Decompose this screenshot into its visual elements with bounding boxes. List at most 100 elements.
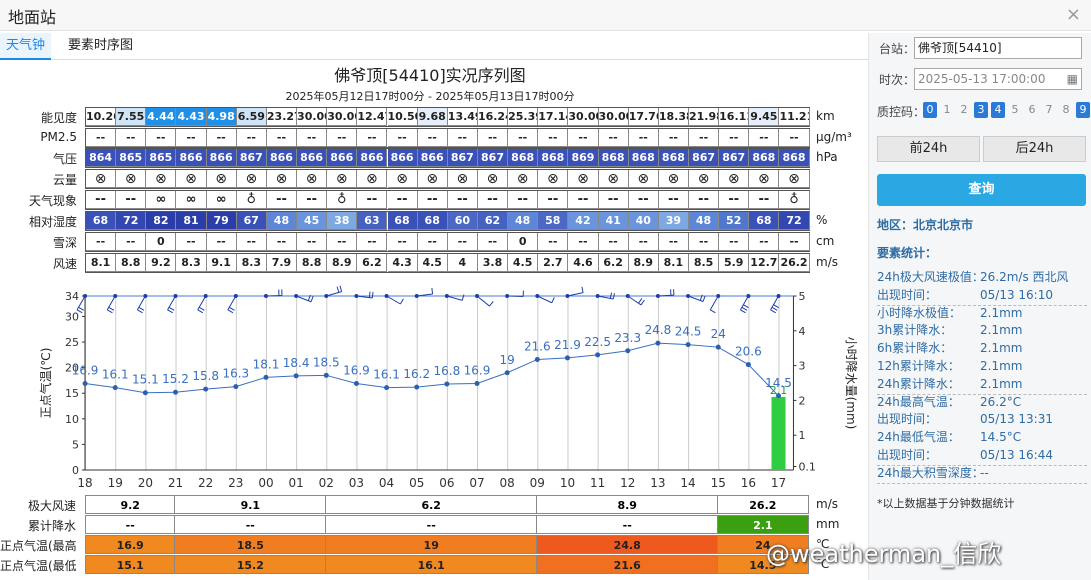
time-value: 2025-05-13 17:00:00 bbox=[918, 72, 1046, 86]
row-snow: -- -- 0 -- -- -- -- -- -- -- -- -- -- -- 0 -- -- -- -- -- --… bbox=[85, 232, 810, 252]
stat-key: 出现时间： bbox=[877, 448, 938, 462]
summary-cell-temp_high: 18.5 bbox=[175, 535, 327, 554]
cell-snow: -- bbox=[116, 233, 147, 251]
cell-humidity: 58 bbox=[538, 212, 569, 230]
qc-code-0[interactable]: 0 bbox=[923, 102, 937, 118]
cell-pm25: -- bbox=[86, 129, 117, 147]
y-tick-label: 30 bbox=[65, 310, 79, 323]
cell-snow: -- bbox=[417, 233, 448, 251]
row-label-snow: 雪深 bbox=[52, 236, 77, 250]
close-icon[interactable]: × bbox=[1065, 4, 1081, 25]
y2-tick-label: 4 bbox=[798, 325, 805, 338]
cell-cloud: ⊗ bbox=[146, 170, 177, 188]
cell-snow: -- bbox=[387, 233, 418, 251]
cell-cloud: ⊗ bbox=[689, 170, 720, 188]
cell-pressure: 868 bbox=[779, 149, 810, 167]
temperature-label: 16.3 bbox=[222, 367, 249, 381]
cell-wind: 9.1 bbox=[206, 254, 237, 272]
wind-barb-shaft bbox=[356, 295, 373, 299]
temperature-label: 18.1 bbox=[253, 357, 280, 371]
stat-key: 24h累计降水： bbox=[877, 376, 960, 391]
qc-code-1[interactable]: 1 bbox=[943, 103, 951, 116]
qc-code-8[interactable]: 8 bbox=[1062, 103, 1070, 116]
cell-cloud: ⊗ bbox=[357, 170, 388, 188]
wind-barb-flag bbox=[743, 304, 749, 309]
cell-snow: -- bbox=[297, 233, 328, 251]
cell-visibility: 17.76 bbox=[628, 108, 659, 126]
cell-visibility: 25.39 bbox=[508, 108, 539, 126]
cell-visibility: 30.00 bbox=[598, 108, 629, 126]
wind-barb-shaft bbox=[597, 295, 614, 300]
wind-barb-flag bbox=[76, 309, 83, 314]
temperature-label: 15.8 bbox=[192, 369, 219, 383]
qc-code-5[interactable]: 5 bbox=[1011, 103, 1019, 116]
stat-key: 24h最大积雪深度： bbox=[877, 465, 984, 480]
cell-humidity: 79 bbox=[206, 212, 237, 230]
qc-code-7[interactable]: 7 bbox=[1045, 103, 1053, 116]
cell-visibility: 4.98 bbox=[206, 108, 237, 126]
cell-wind: 4.6 bbox=[568, 254, 599, 272]
cell-humidity: 40 bbox=[628, 212, 659, 230]
cell-humidity: 68 bbox=[86, 212, 117, 230]
qc-code-6[interactable]: 6 bbox=[1028, 103, 1036, 116]
qc-code-9[interactable]: 9 bbox=[1076, 102, 1090, 118]
cell-pressure: 867 bbox=[477, 149, 509, 167]
cell-visibility: 6.59 bbox=[236, 108, 267, 126]
cell-snow: -- bbox=[477, 233, 509, 251]
wind-barb-shaft bbox=[197, 295, 207, 311]
prev-24h-button[interactable]: 前24h bbox=[877, 136, 980, 162]
cell-humidity: 82 bbox=[146, 212, 177, 230]
next-24h-button[interactable]: 后24h bbox=[983, 136, 1086, 162]
wind-barb-flag bbox=[368, 291, 371, 298]
summary-unit-temp_low: ℃ bbox=[816, 557, 830, 571]
wind-barb-shaft bbox=[739, 295, 749, 311]
region-text: 地区：北京北京市 bbox=[877, 218, 974, 232]
wind-barb-flag bbox=[197, 309, 204, 314]
x-tick-label: 19 bbox=[108, 476, 123, 490]
wind-barb-shaft bbox=[567, 292, 584, 297]
cell-wind: 8.5 bbox=[689, 254, 720, 272]
cell-pm25: -- bbox=[568, 129, 599, 147]
temperature-point bbox=[293, 373, 299, 379]
qc-code-2[interactable]: 2 bbox=[960, 103, 968, 116]
wind-barb-flag bbox=[198, 306, 205, 311]
temperature-label: 16.2 bbox=[403, 367, 430, 381]
cell-humidity: 60 bbox=[447, 212, 478, 230]
cell-cloud: ⊗ bbox=[417, 170, 448, 188]
x-tick-label: 10 bbox=[560, 476, 575, 490]
tab-weather-clock[interactable]: 天气钟 bbox=[0, 33, 52, 60]
temperature-point bbox=[112, 385, 118, 391]
temperature-label: 16.1 bbox=[102, 368, 129, 382]
tab-element-timeseries[interactable]: 要素时序图 bbox=[68, 38, 134, 53]
calendar-icon[interactable]: ▦ bbox=[1066, 72, 1078, 86]
time-input[interactable]: 2025-05-13 17:00:00 ▦ bbox=[914, 68, 1082, 90]
wind-barb-flag bbox=[612, 293, 615, 300]
temperature-label: 18.5 bbox=[313, 355, 340, 369]
y2-tick-label: 1 bbox=[798, 429, 805, 442]
cell-cloud: ⊗ bbox=[568, 170, 599, 188]
temperature-label: 24.5 bbox=[675, 325, 702, 339]
station-input[interactable]: 佛爷顶[54410] bbox=[914, 37, 1082, 59]
row-humidity: 68 72 82 81 79 67 48 45 38 63 68 68 60 62 48 58 42 41 40 39… bbox=[85, 211, 810, 231]
qc-code-4[interactable]: 4 bbox=[991, 102, 1005, 118]
row-pressure: 864 865 865 866 866 867 866 866 866 866 866 866 867 8… bbox=[85, 148, 810, 168]
cell-wind: 8.3 bbox=[236, 254, 267, 272]
cell-snow: -- bbox=[327, 233, 358, 251]
x-tick-label: 18 bbox=[77, 476, 92, 490]
qc-code-3[interactable]: 3 bbox=[974, 102, 988, 118]
wind-barb-shaft bbox=[106, 295, 116, 311]
cell-pressure: 866 bbox=[176, 149, 207, 167]
chart-title: 佛爷顶[54410]实况序列图 bbox=[334, 66, 526, 85]
temperature-label: 22.5 bbox=[584, 335, 611, 349]
query-button[interactable]: 查询 bbox=[877, 174, 1086, 206]
summary-cell-temp_low: 15.2 bbox=[175, 555, 327, 574]
temperature-point bbox=[776, 393, 782, 399]
cell-visibility: 7.55 bbox=[116, 108, 147, 126]
cell-wind: 2.7 bbox=[538, 254, 569, 272]
row-label-wind: 风速 bbox=[52, 257, 77, 271]
cell-wind: 5.9 bbox=[719, 254, 750, 272]
cell-cloud: ⊗ bbox=[266, 170, 298, 188]
wind-barb-shaft bbox=[386, 295, 401, 305]
precip-bar bbox=[771, 396, 786, 470]
cell-cloud: ⊗ bbox=[779, 170, 810, 188]
